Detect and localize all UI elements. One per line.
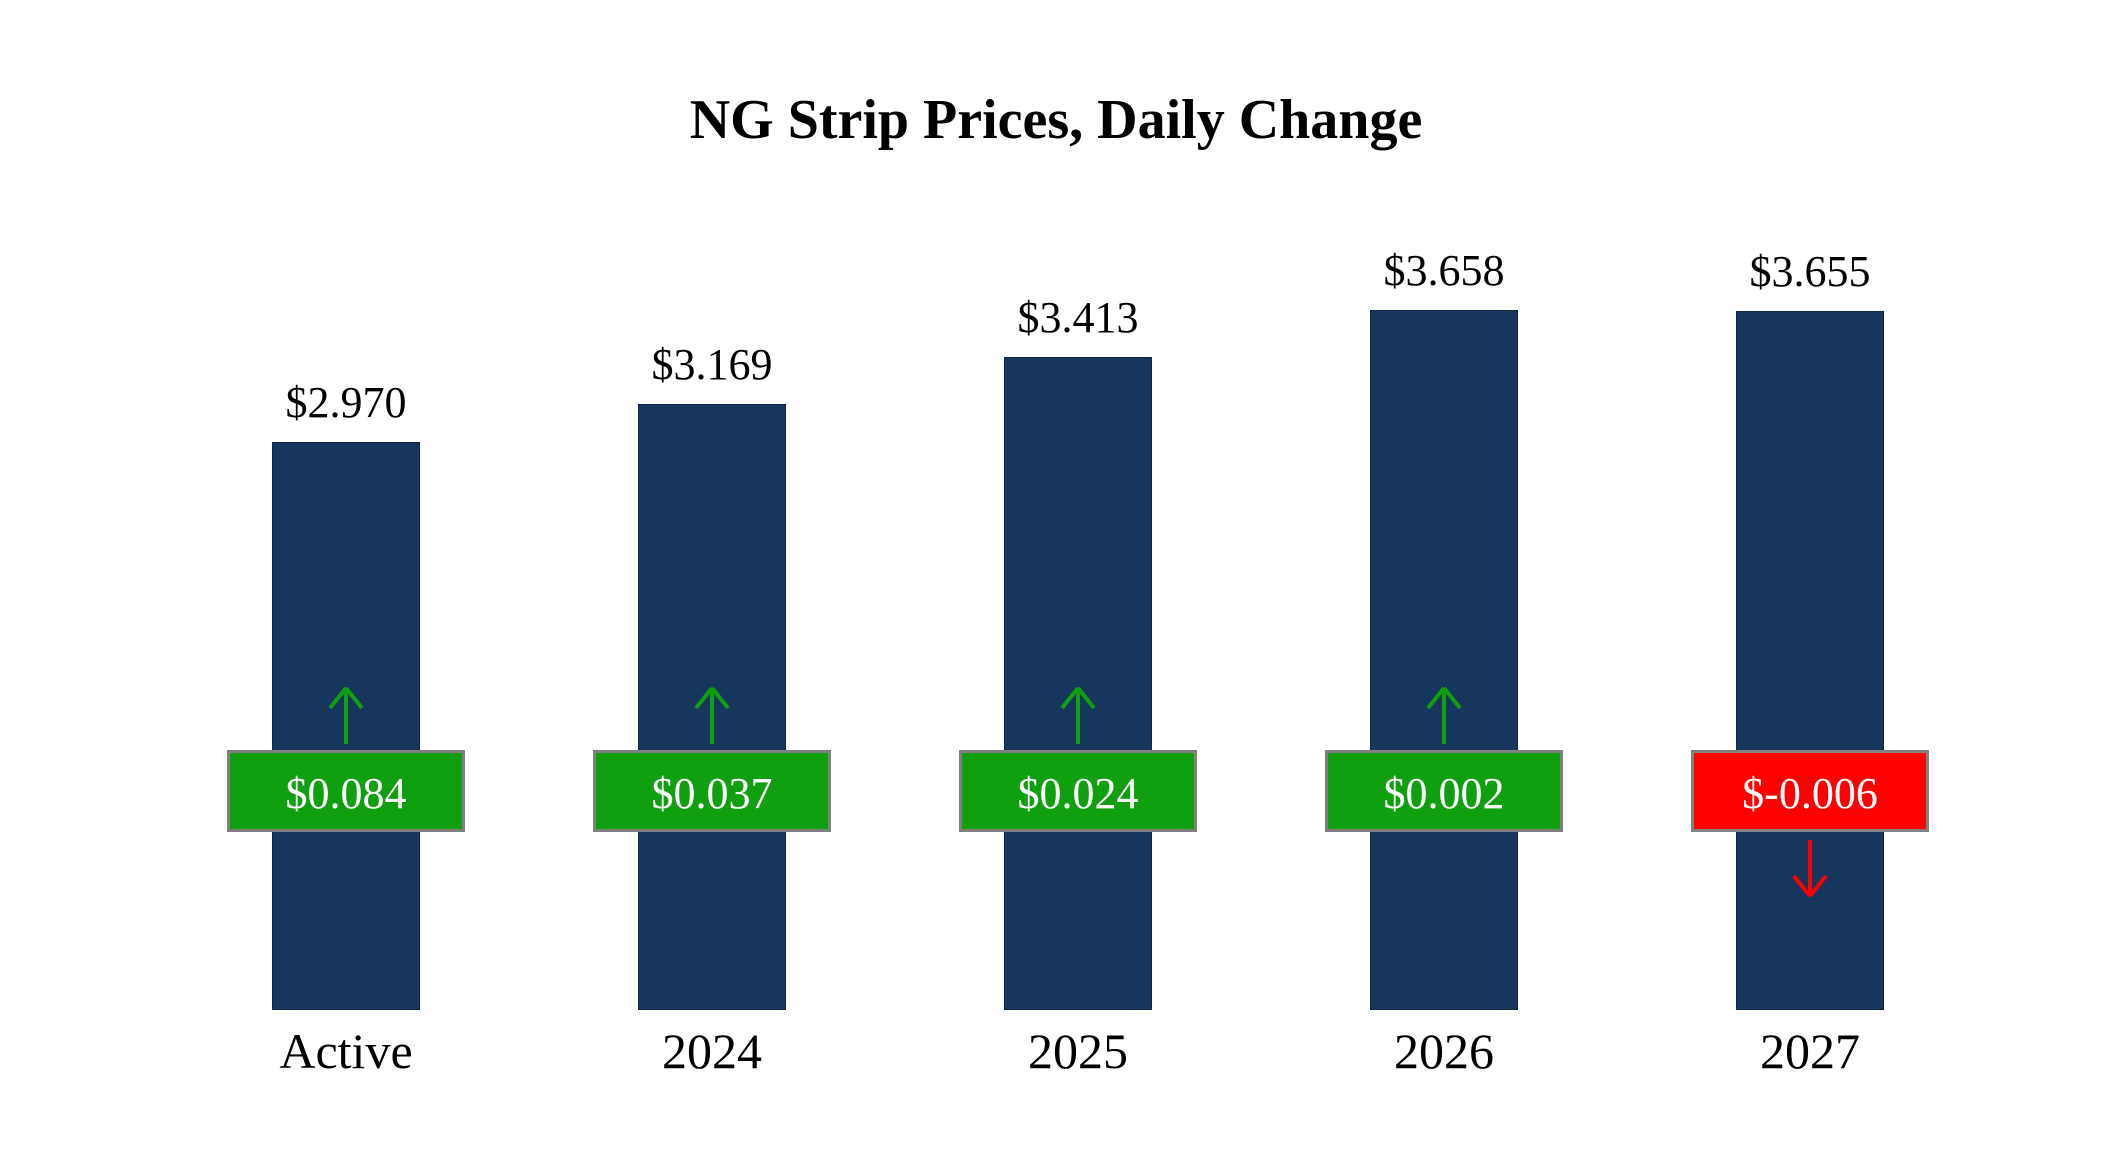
arrow-up-icon bbox=[694, 686, 730, 744]
bar bbox=[1004, 357, 1152, 1010]
bar bbox=[1370, 310, 1518, 1010]
bar-column: $3.655 $-0.006 2027 bbox=[1660, 230, 1960, 1090]
arrow-up-icon bbox=[328, 686, 364, 744]
bar-value-label: $3.655 bbox=[1749, 247, 1871, 296]
change-badge: $-0.006 bbox=[1691, 750, 1929, 832]
category-label: 2027 bbox=[1760, 1023, 1860, 1079]
bar-value-label: $2.970 bbox=[285, 378, 407, 427]
change-badge: $0.002 bbox=[1325, 750, 1563, 832]
bar bbox=[1736, 311, 1884, 1010]
arrow-up-icon bbox=[1426, 686, 1462, 744]
arrow-down-icon bbox=[1792, 840, 1828, 898]
category-label: Active bbox=[279, 1023, 413, 1079]
bar-column: $3.413 $0.024 2025 bbox=[928, 230, 1228, 1090]
category-label: 2026 bbox=[1394, 1023, 1494, 1079]
category-label: 2024 bbox=[662, 1023, 762, 1079]
bar-value-label: $3.169 bbox=[651, 340, 773, 389]
bar-column: $3.658 $0.002 2026 bbox=[1294, 230, 1594, 1090]
change-badge: $0.084 bbox=[227, 750, 465, 832]
chart-title: NG Strip Prices, Daily Change bbox=[689, 89, 1423, 151]
category-label: 2025 bbox=[1028, 1023, 1128, 1079]
bar-value-label: $3.413 bbox=[1017, 293, 1139, 342]
bar-value-label: $3.658 bbox=[1383, 246, 1505, 295]
change-badge: $0.024 bbox=[959, 750, 1197, 832]
change-badge: $0.037 bbox=[593, 750, 831, 832]
arrow-up-icon bbox=[1060, 686, 1096, 744]
bars-container: $2.970 $0.084 Active $3.169 $0.037 2024 … bbox=[196, 230, 1960, 1090]
bar-column: $2.970 $0.084 Active bbox=[196, 230, 496, 1090]
bar-column: $3.169 $0.037 2024 bbox=[562, 230, 862, 1090]
